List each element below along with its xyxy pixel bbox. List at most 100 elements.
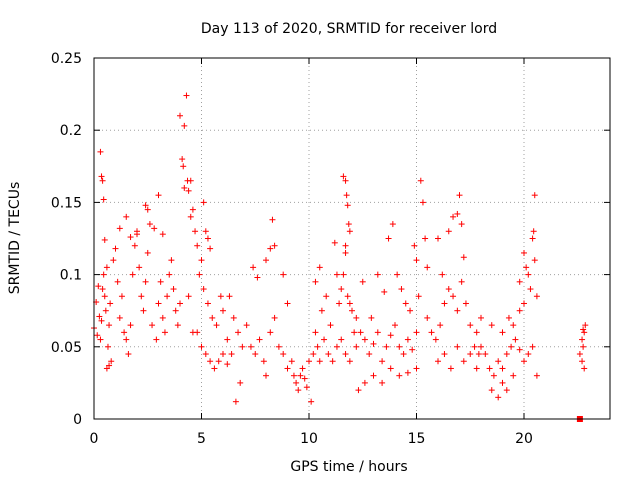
data-point: [170, 286, 177, 293]
data-point: [460, 358, 467, 365]
data-point: [342, 351, 349, 358]
y-tick-label: 0.2: [60, 123, 82, 139]
data-point: [488, 387, 495, 394]
data-point: [103, 264, 110, 271]
data-point: [159, 314, 166, 321]
data-point: [284, 300, 291, 307]
data-point: [516, 346, 523, 353]
y-axis-label: SRMTID / TECUs: [7, 182, 23, 295]
data-point: [196, 271, 203, 278]
data-point: [177, 300, 183, 307]
data-point: [503, 351, 510, 358]
data-point: [185, 293, 192, 300]
axis-ticks: 0 5 10 15 20 0 0.05 0.1 0.15 0.2 0.25: [51, 51, 610, 447]
data-point: [318, 307, 325, 314]
data-point: [280, 351, 287, 358]
data-point: [488, 322, 495, 329]
data-point: [250, 264, 257, 271]
data-point: [290, 372, 297, 379]
data-point: [458, 221, 465, 228]
data-point: [295, 387, 302, 394]
data-point: [224, 336, 231, 343]
data-point: [99, 286, 106, 293]
data-point: [299, 365, 306, 372]
data-point: [123, 336, 130, 343]
data-point: [383, 343, 390, 350]
data-point: [211, 365, 218, 372]
data-point: [521, 358, 527, 365]
data-point: [100, 271, 107, 278]
data-point: [413, 257, 420, 264]
data-point: [411, 242, 418, 249]
data-point: [381, 288, 388, 295]
data-point: [475, 351, 482, 358]
data-point: [396, 372, 403, 379]
data-point: [527, 286, 534, 293]
data-point: [207, 358, 214, 365]
data-point: [252, 351, 259, 358]
data-point: [331, 239, 338, 246]
data-point: [99, 177, 106, 184]
data-point: [192, 228, 199, 235]
data-point: [226, 293, 233, 300]
data-point: [450, 213, 457, 220]
data-point: [467, 351, 474, 358]
data-point: [256, 336, 263, 343]
data-point: [473, 365, 480, 372]
data-point: [333, 343, 340, 350]
data-point: [153, 336, 160, 343]
data-point: [200, 199, 207, 206]
y-tick-label: 0.1: [60, 268, 82, 284]
data-point: [385, 235, 392, 242]
data-point: [204, 300, 211, 307]
data-point: [254, 274, 261, 281]
data-point: [353, 314, 360, 321]
data-point: [521, 300, 527, 307]
data-point: [269, 216, 276, 223]
data-point: [181, 184, 188, 191]
data-point: [125, 351, 132, 358]
data-point: [107, 300, 114, 307]
data-point: [181, 122, 188, 129]
data-point: [525, 351, 532, 358]
data-point: [108, 358, 115, 365]
data-point: [131, 242, 138, 249]
x-tick-label: 5: [197, 431, 206, 447]
data-point: [149, 322, 156, 329]
data-point: [342, 242, 349, 249]
data-point: [579, 358, 586, 365]
data-point: [435, 235, 441, 242]
data-point: [121, 329, 128, 336]
data-point: [338, 336, 345, 343]
data-point: [239, 343, 246, 350]
data-point: [134, 231, 140, 238]
y-tick-label: 0.15: [51, 195, 82, 211]
data-point: [456, 192, 463, 199]
data-point: [321, 336, 328, 343]
data-point: [280, 271, 287, 278]
x-tick-label: 0: [90, 431, 99, 447]
data-point: [379, 379, 386, 386]
data-point: [424, 314, 431, 321]
data-point: [224, 361, 231, 368]
data-point: [344, 293, 351, 300]
data-point: [454, 343, 461, 350]
data-point: [174, 322, 181, 329]
data-point: [194, 329, 201, 336]
data-point: [204, 235, 211, 242]
data-point: [533, 293, 540, 300]
data-point: [220, 307, 226, 314]
data-point: [370, 372, 377, 379]
data-point: [263, 372, 269, 379]
data-point: [370, 340, 377, 347]
x-tick-label: 15: [408, 431, 426, 447]
data-point: [271, 314, 278, 321]
data-point: [359, 278, 366, 285]
data-point: [505, 314, 512, 321]
data-point: [407, 307, 414, 314]
data-point: [187, 177, 194, 184]
data-point: [580, 326, 587, 333]
data-point: [159, 231, 166, 238]
data-point: [413, 329, 420, 336]
data-point: [482, 351, 489, 358]
